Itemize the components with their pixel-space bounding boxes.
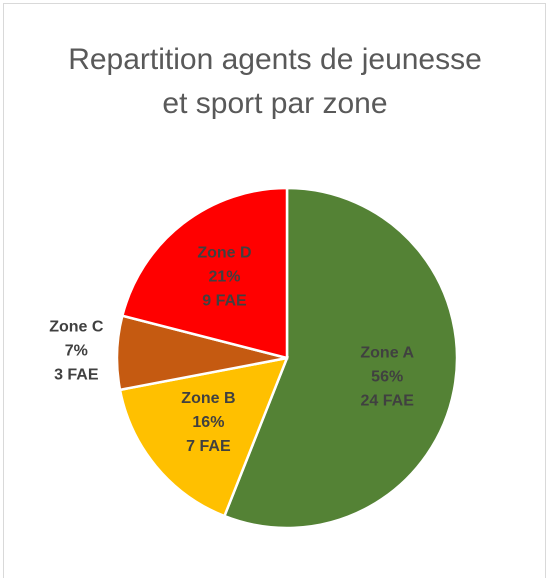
pie-slice (118, 356, 289, 518)
slice-fae-label: 9 FAE (202, 293, 247, 310)
slice-value-label: 16% (192, 414, 224, 431)
pie-slice (222, 186, 459, 530)
slice-fae-label: 24 FAE (361, 392, 415, 409)
slice-fae-label: 7 FAE (186, 438, 231, 455)
chart-title: Repartition agents de jeunesse et sport … (68, 43, 482, 120)
slice-value-label: 56% (371, 368, 403, 385)
slice-category-label: Zone B (181, 390, 235, 407)
slice-value-label: 7% (65, 343, 88, 360)
slice-category-label: Zone A (360, 344, 414, 361)
chart-border (3, 3, 546, 578)
slice-fae-label: 3 FAE (54, 367, 99, 384)
slice-category-label: Zone D (197, 245, 251, 262)
slice-category-label: Zone C (49, 319, 104, 336)
slice-value-label: 21% (208, 269, 240, 286)
pie-slice (120, 186, 289, 360)
